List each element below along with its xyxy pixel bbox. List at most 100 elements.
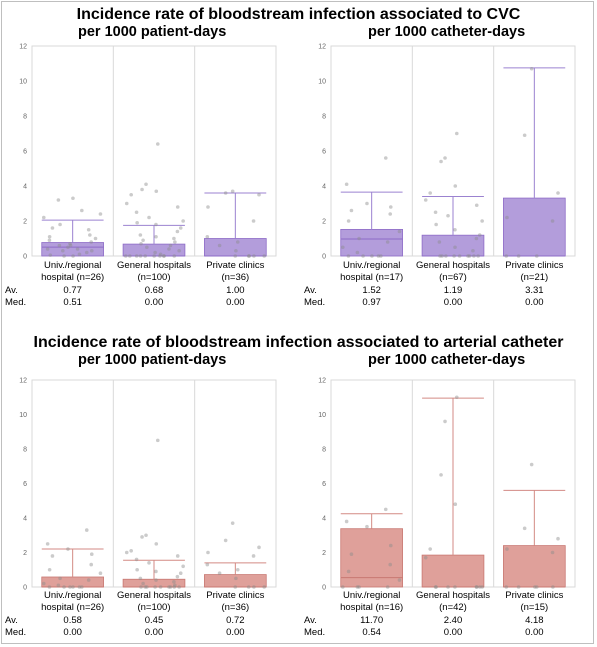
data-point (181, 564, 185, 569)
median-value: 0.54 (362, 627, 381, 638)
data-point (466, 254, 470, 258)
data-point (444, 254, 448, 258)
data-point (434, 222, 438, 227)
average-value: 0.45 (145, 615, 164, 626)
median-value: 0.00 (525, 297, 544, 308)
med-row-label: Med. (304, 627, 325, 638)
bar (421, 554, 485, 588)
data-point (80, 208, 84, 213)
median-value: 0.00 (145, 297, 164, 308)
data-point (135, 567, 139, 572)
category-label-line2: (n=36) (221, 272, 249, 283)
data-point (217, 571, 222, 575)
data-point (158, 254, 162, 258)
data-point (98, 571, 103, 575)
data-point (474, 203, 479, 208)
y-tick-label: 0 (23, 254, 27, 261)
data-point (77, 252, 82, 257)
y-tick-label: 4 (23, 516, 27, 523)
data-point (516, 254, 521, 258)
data-point (453, 585, 457, 589)
data-point (47, 585, 52, 589)
med-row-label: Med. (304, 297, 325, 308)
section-title-cvc: Incidence rate of bloodstream infection … (76, 6, 521, 23)
data-point (175, 229, 180, 234)
data-point (344, 182, 349, 187)
y-tick-label: 6 (23, 481, 27, 488)
data-point (62, 585, 66, 589)
data-point (230, 521, 235, 525)
category-label-line2: (n=42) (439, 602, 467, 613)
data-point (251, 219, 256, 223)
bar (503, 545, 566, 588)
data-point (223, 538, 228, 543)
y-tick-label: 6 (23, 149, 27, 156)
data-point (434, 585, 438, 589)
data-point (58, 222, 62, 227)
panel-title-cvc-patient-days: per 1000 patient-days (78, 24, 227, 40)
data-point (550, 550, 555, 555)
y-tick-label: 6 (322, 481, 326, 488)
data-point (533, 585, 537, 589)
category-label: Private clinics (505, 590, 563, 601)
data-point (144, 533, 148, 538)
average-value: 1.52 (362, 285, 381, 296)
data-point (175, 205, 180, 209)
data-point (505, 547, 509, 551)
data-point (141, 238, 145, 243)
data-point (433, 210, 438, 215)
data-point (439, 473, 443, 477)
data-point (161, 254, 166, 258)
category-label-line2: hospital (n=17) (340, 272, 403, 283)
data-point (340, 245, 345, 250)
data-point (41, 215, 46, 220)
data-point (56, 198, 61, 202)
data-point (172, 580, 176, 584)
data-point (355, 250, 360, 255)
bar (340, 228, 403, 257)
category-label-line2: (n=15) (520, 602, 548, 613)
data-point (246, 254, 251, 258)
y-tick-label: 10 (19, 412, 27, 419)
data-point (534, 254, 539, 258)
median-value: 0.00 (525, 627, 544, 638)
data-point (66, 547, 70, 551)
y-tick-label: 4 (322, 184, 326, 191)
average-value: 0.68 (145, 285, 164, 296)
median-value: 0.51 (63, 297, 82, 308)
data-point (154, 578, 158, 582)
data-point (446, 585, 450, 589)
data-point (138, 233, 143, 237)
data-point (522, 133, 527, 138)
data-point (153, 585, 157, 589)
category-label: General hospitals (117, 260, 191, 271)
category-label: Private clinics (505, 260, 563, 271)
data-point (47, 238, 52, 243)
data-point (68, 585, 72, 589)
data-point (206, 205, 210, 209)
data-point (143, 585, 148, 589)
data-point (257, 192, 261, 197)
data-point (388, 562, 393, 567)
y-tick-label: 2 (322, 550, 326, 557)
data-point (154, 222, 158, 227)
data-point (139, 241, 143, 246)
data-point (477, 233, 482, 237)
data-point (140, 535, 144, 539)
av-row-label: Av. (304, 615, 317, 626)
data-point (47, 234, 52, 239)
data-point (45, 542, 50, 546)
data-point (138, 576, 143, 581)
data-point (467, 254, 472, 258)
median-value: 0.97 (362, 297, 381, 308)
median-value: 0.00 (444, 627, 463, 638)
data-point (167, 247, 171, 251)
data-point (556, 536, 560, 541)
data-point (230, 189, 235, 194)
y-tick-label: 0 (322, 585, 326, 592)
data-point (247, 254, 252, 258)
data-point (86, 227, 91, 232)
data-point (355, 585, 360, 589)
